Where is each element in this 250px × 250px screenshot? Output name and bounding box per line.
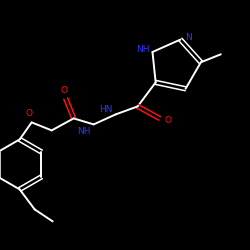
Text: O: O xyxy=(25,109,32,118)
Text: NH: NH xyxy=(136,46,149,54)
Text: O: O xyxy=(164,116,171,125)
Text: N: N xyxy=(185,33,192,42)
Text: O: O xyxy=(60,86,67,95)
Text: HN: HN xyxy=(99,105,112,114)
Text: NH: NH xyxy=(77,127,90,136)
